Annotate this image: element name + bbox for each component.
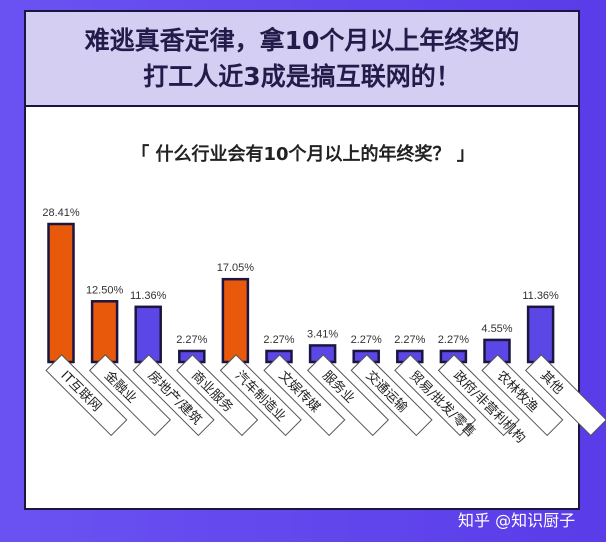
data-label: 2.27% [438,334,469,346]
data-label: 2.27% [176,334,207,346]
data-label: 17.05% [217,262,255,274]
watermark: 知乎 @知识厨子 [458,511,576,530]
bar [526,305,555,364]
data-label: 2.27% [263,334,294,346]
bar [221,277,250,364]
chart-title: 「 什么行业会有10个月以上的年终奖？ 」 [131,144,475,165]
data-label: 11.36% [130,290,167,302]
data-label: 12.50% [86,284,124,296]
data-label: 2.27% [394,334,425,346]
data-label: 11.36% [522,290,559,302]
bar [47,222,75,364]
title-box: 难逃真香定律，拿10个月以上年终奖的 打工人近3成是搞互联网的！ [26,12,578,107]
category-tag: 金融业 [88,354,172,437]
bar [90,300,119,364]
data-label: 2.27% [351,334,382,346]
data-label: 3.41% [307,328,338,340]
data-label: 4.55% [481,323,512,335]
bar [134,305,162,364]
data-label: 28.41% [42,207,80,219]
title-line-1: 难逃真香定律，拿10个月以上年终奖的 [84,26,520,55]
title-line-2: 打工人近3成是搞互联网的！ [143,62,461,91]
